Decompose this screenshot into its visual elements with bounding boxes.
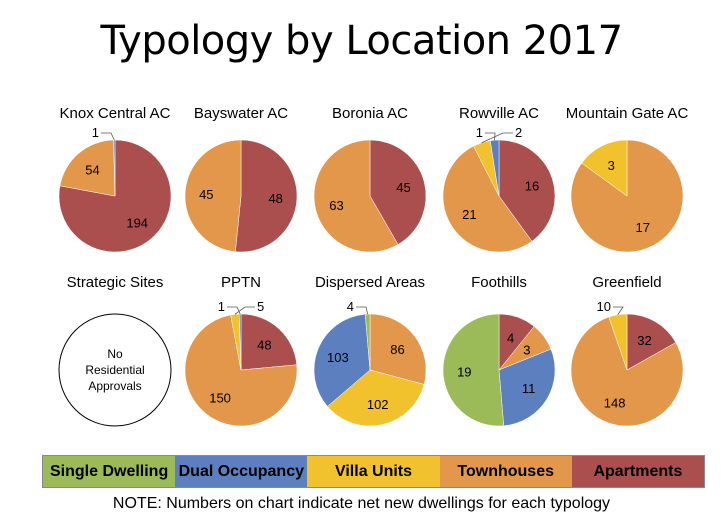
slice-villa-units <box>327 369 425 427</box>
data-label-single-dwelling: 4 <box>347 299 354 314</box>
leader-line <box>481 132 513 144</box>
pie-boronia-ac: Boronia AC 45 63 <box>313 105 427 253</box>
data-label-apartments: 4 <box>507 330 514 345</box>
slice-townhouses <box>570 316 684 427</box>
legend: Single Dwelling Dual Occupancy Villa Units… <box>42 455 705 488</box>
legend-item-villa-units: Villa Units <box>307 456 440 487</box>
data-label-dual-occupancy: 103 <box>327 350 349 365</box>
slice-apartments <box>369 139 427 245</box>
slice-single-dwelling <box>442 313 505 427</box>
data-label-apartments: 16 <box>525 178 539 193</box>
pie-bayswater-ac: Bayswater AC 48 45 <box>184 105 298 253</box>
slice-dual-occupancy <box>113 139 116 197</box>
data-label-dual-occupancy: 1 <box>218 299 225 314</box>
slice-townhouses <box>369 313 427 385</box>
slice-dual-occupancy <box>239 313 242 371</box>
data-label-dual-occupancy: 1 <box>92 125 99 140</box>
legend-item-apartments: Apartments <box>571 456 705 487</box>
pie-title: Foothills <box>471 274 527 291</box>
slice-apartments <box>498 139 556 242</box>
data-label-townhouses: 150 <box>209 391 231 406</box>
pie-foothills: Foothills 43 11 19 <box>442 274 556 427</box>
data-label-townhouses: 148 <box>604 395 626 410</box>
data-label-single-dwelling: 19 <box>457 364 471 379</box>
data-label-dual-occupancy: 11 <box>522 381 536 396</box>
pie-title: Rowville AC <box>459 105 539 122</box>
empty-pie-text: No <box>107 347 123 361</box>
pie-dispersed-areas: Dispersed Areas 4 86 102 103 <box>313 274 427 427</box>
data-label-apartments: 32 <box>637 333 651 348</box>
data-label-villa-units: 102 <box>367 397 389 412</box>
empty-pie <box>58 313 172 427</box>
slice-townhouses <box>59 139 116 197</box>
data-label-villa-units: 10 <box>597 299 611 314</box>
data-label-apartments: 48 <box>257 337 271 352</box>
leader-line <box>234 306 255 315</box>
slice-villa-units <box>581 139 628 197</box>
empty-pie-text: Approvals <box>88 379 141 393</box>
data-label-townhouses: 54 <box>85 163 99 178</box>
leader-line <box>485 132 496 141</box>
pie-knox-central-ac: Knox Central AC 1 194 54 <box>58 105 172 253</box>
leader-line <box>356 306 369 315</box>
pie-title: Greenfield <box>592 274 661 291</box>
data-label-apartments: 45 <box>396 180 410 195</box>
data-label-villa-units: 2 <box>515 125 522 140</box>
data-label-townhouses: 17 <box>636 220 650 235</box>
slice-townhouses <box>184 314 298 427</box>
slice-apartments <box>235 139 298 253</box>
leader-line <box>101 132 115 141</box>
pie-title: Knox Central AC <box>60 105 171 122</box>
data-label-dual-occupancy: 1 <box>476 125 483 140</box>
pie-title: Mountain Gate AC <box>566 105 689 122</box>
chart-note: NOTE: Numbers on chart indicate net new … <box>112 495 611 512</box>
slice-apartments <box>626 313 677 371</box>
data-label-townhouses: 3 <box>523 342 530 357</box>
pie-title: Strategic Sites <box>67 274 164 291</box>
data-label-townhouses: 86 <box>390 342 404 357</box>
data-label-apartments: 194 <box>126 216 148 231</box>
pie-mountain-gate-ac: Mountain Gate AC 17 3 <box>566 105 689 253</box>
slice-dual-occupancy <box>498 348 556 427</box>
slice-apartments <box>240 313 298 371</box>
data-label-villa-units: 5 <box>257 299 264 314</box>
slice-townhouses <box>313 139 399 253</box>
legend-item-dual-occupancy: Dual Occupancy <box>175 456 308 487</box>
legend-item-single-dwelling: Single Dwelling <box>43 456 176 487</box>
pie-greenfield: Greenfield 10 32 148 <box>570 274 684 427</box>
leader-line <box>613 306 624 315</box>
slice-townhouses <box>442 145 533 253</box>
chart-title: Typology by Location 2017 <box>100 18 623 64</box>
legend-item-townhouses: Townhouses <box>439 456 572 487</box>
pie-title: PPTN <box>221 274 261 291</box>
slice-townhouses <box>184 139 242 252</box>
data-label-villa-units: 3 <box>608 158 615 173</box>
pie-strategic-sites: Strategic Sites No Residential Approvals <box>58 274 172 427</box>
data-label-townhouses: 45 <box>199 187 213 202</box>
data-label-apartments: 48 <box>268 191 282 206</box>
data-label-townhouses: 21 <box>462 207 476 222</box>
pie-rowville-ac: Rowville AC 1 2 16 21 <box>442 105 556 253</box>
slice-dual-occupancy <box>313 313 371 407</box>
empty-pie-text: Residential <box>85 363 144 377</box>
pie-title: Dispersed Areas <box>315 274 425 291</box>
pie-pptn: PPTN 1 5 48 150 <box>184 274 298 427</box>
pie-title: Bayswater AC <box>194 105 288 122</box>
leader-line <box>227 306 241 315</box>
pie-title: Boronia AC <box>332 105 408 122</box>
data-label-townhouses: 63 <box>329 198 343 213</box>
